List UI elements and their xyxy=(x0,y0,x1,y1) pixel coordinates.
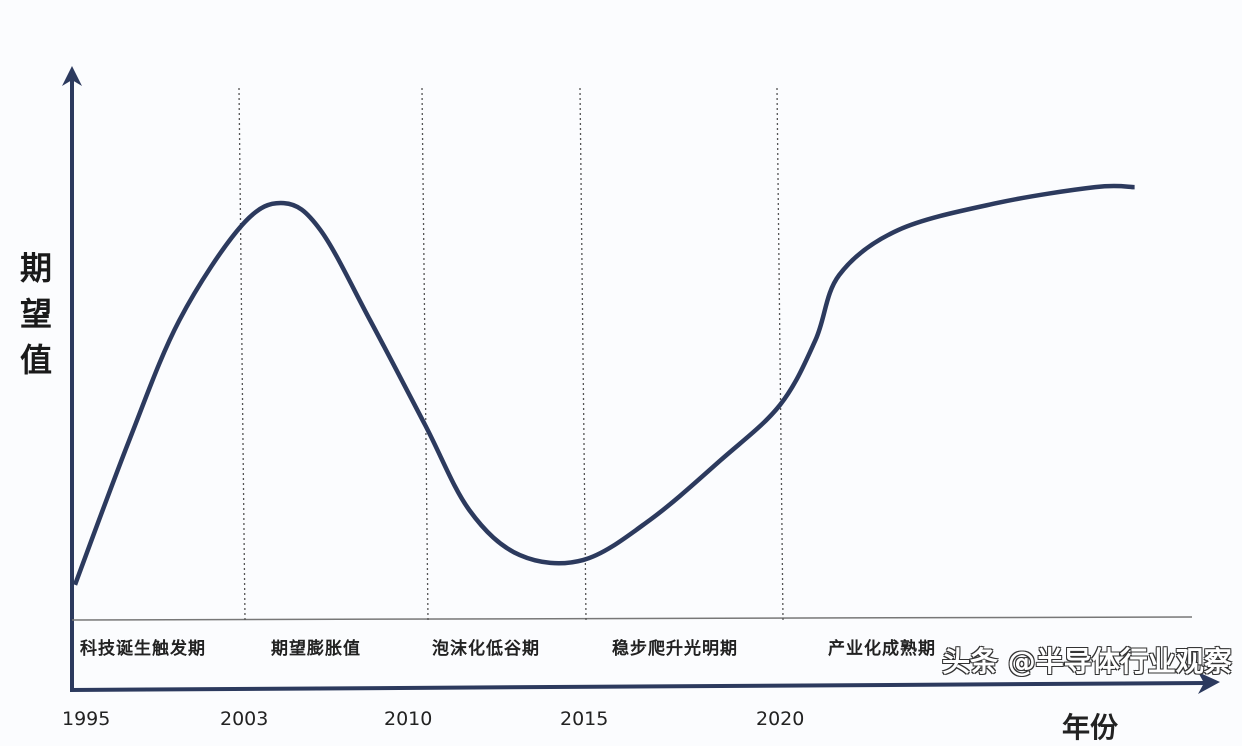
phase-label: 稳步爬升光明期 xyxy=(612,639,738,659)
phase-baseline xyxy=(71,616,1193,621)
y-axis-label: 期望值 xyxy=(19,249,52,379)
x-tick-label: 2020 xyxy=(756,708,805,730)
x-axis-arrow-icon xyxy=(1198,672,1220,694)
x-tick-label: 2015 xyxy=(560,708,609,730)
x-axis xyxy=(69,681,1207,692)
phase-divider xyxy=(238,87,246,621)
phase-divider xyxy=(776,87,784,621)
x-axis-label: 年份 xyxy=(1062,711,1119,744)
expectation-curve xyxy=(72,183,1135,586)
phase-divider xyxy=(579,87,587,621)
phase-label: 产业化成熟期 xyxy=(828,639,936,659)
phase-divider xyxy=(421,87,429,621)
watermark: 头条 @半导体行业观察 xyxy=(942,645,1232,678)
x-tick-label: 2010 xyxy=(384,708,433,730)
phase-label: 期望膨胀值 xyxy=(271,639,361,659)
x-tick-label: 1995 xyxy=(62,708,111,730)
y-axis-arrow-icon xyxy=(62,66,82,86)
phase-label: 科技诞生触发期 xyxy=(80,639,206,659)
phase-label: 泡沫化低谷期 xyxy=(432,639,540,659)
x-tick-label: 2003 xyxy=(220,708,269,730)
